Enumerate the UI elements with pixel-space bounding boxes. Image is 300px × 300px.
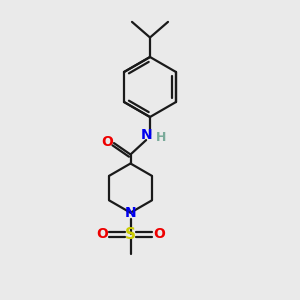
- Text: H: H: [156, 130, 167, 144]
- Text: N: N: [140, 128, 152, 142]
- Text: N: N: [125, 206, 136, 220]
- Text: O: O: [153, 227, 165, 241]
- Text: S: S: [125, 227, 136, 242]
- Text: O: O: [96, 227, 108, 241]
- Text: O: O: [101, 135, 113, 149]
